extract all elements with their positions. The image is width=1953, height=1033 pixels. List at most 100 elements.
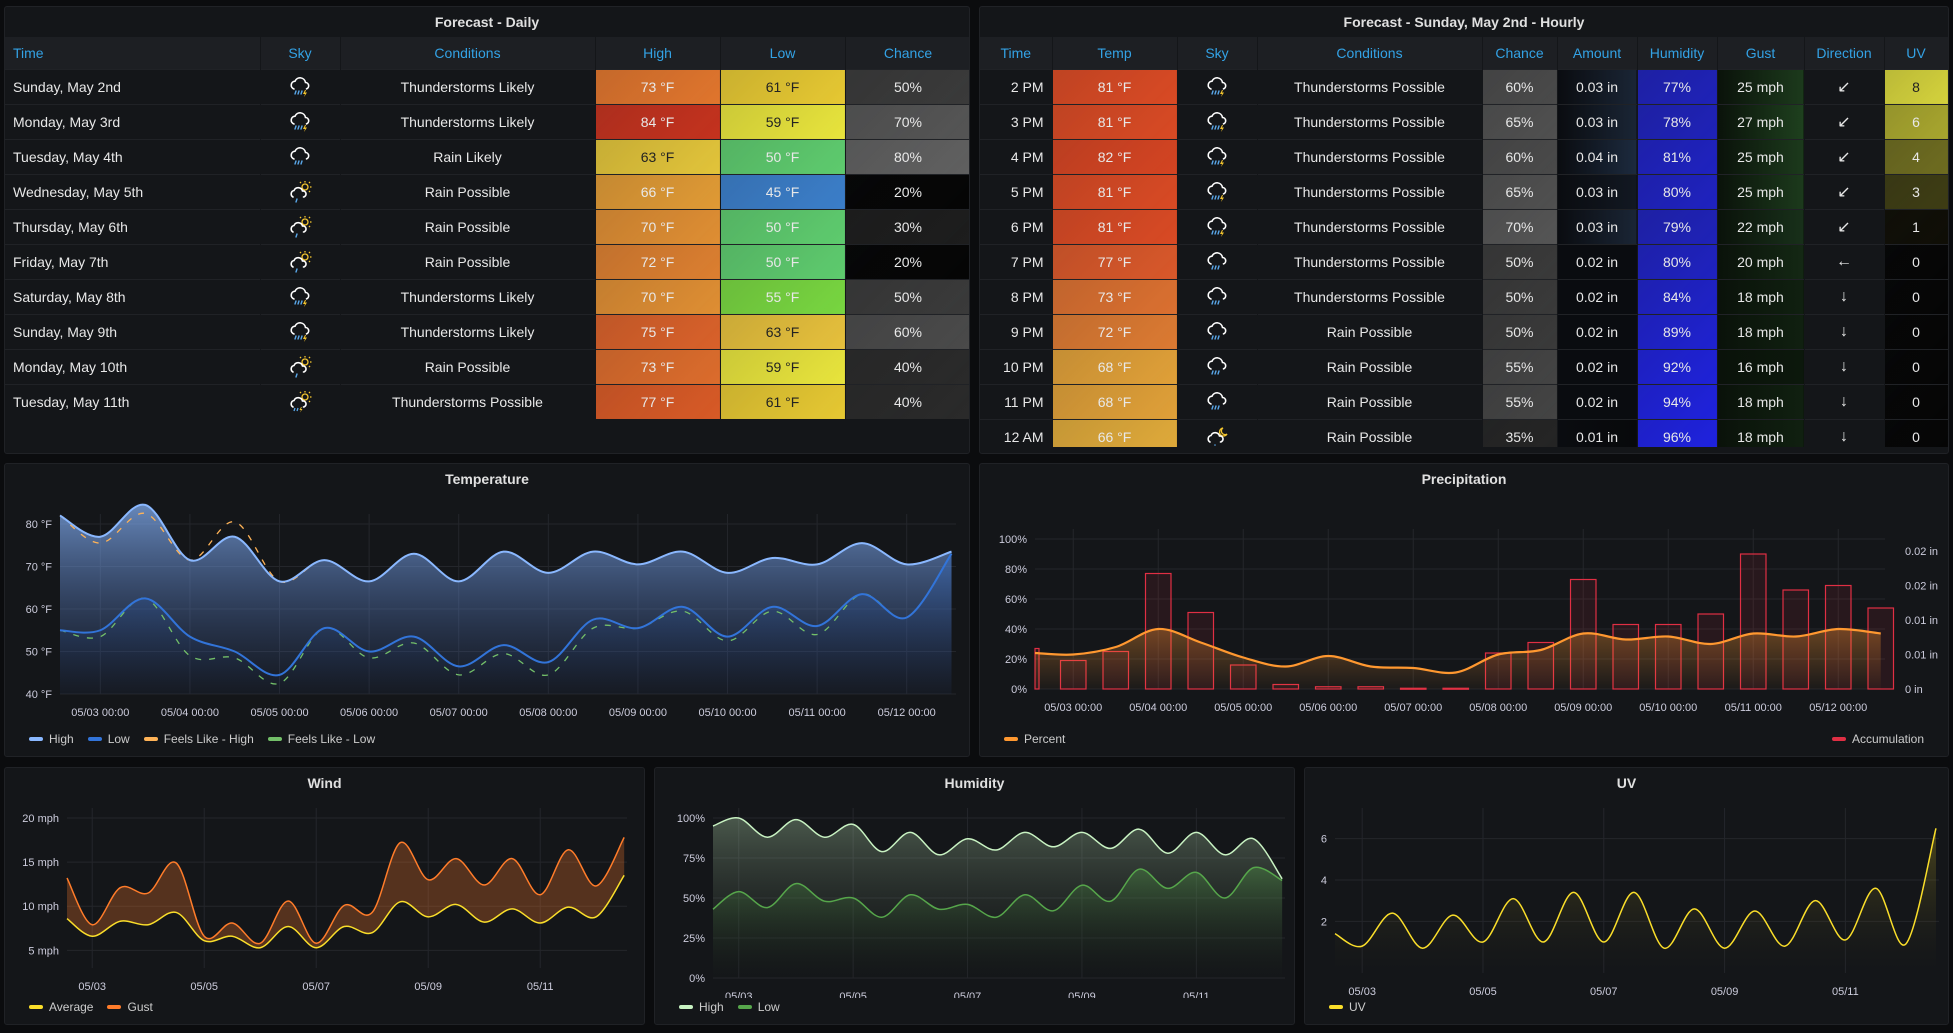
thunderstorm-icon (1177, 173, 1258, 209)
uv-chart[interactable]: 2 4 6 05/03 05/05 05/07 05/09 05/11 (1305, 798, 1949, 998)
table-row: Monday, May 3rd Thunderstorms Likely 84 °F… (5, 103, 969, 139)
high-cell: 72 °F (595, 243, 721, 279)
x-tick-label: 05/05 00:00 (250, 707, 308, 719)
hour-cell: 6 PM (980, 208, 1053, 244)
y-tick-label: 70 °F (26, 562, 53, 574)
humidity-panel: Humidity 0% 25% 50% 75% 100% 05/03 05/05 05/07 0… (654, 767, 1295, 1025)
table-row: Saturday, May 8th Thunderstorms Likely 70 … (5, 278, 969, 314)
temperature-chart[interactable]: 40 °F 50 °F 60 °F 70 °F 80 °F 05/03 00:00 05/0… (5, 494, 970, 724)
chance-cell: 70% (1482, 208, 1558, 244)
hour-cell: 7 PM (980, 243, 1053, 279)
legend-item[interactable]: Feels Like - Low (267, 732, 376, 746)
legend-item[interactable]: High (29, 732, 74, 746)
x-tick-label: 05/04 00:00 (161, 707, 219, 719)
y-tick-label: 100% (677, 813, 705, 825)
hourly-forecast-panel: Forecast - Sunday, May 2nd - Hourly Time… (979, 6, 1949, 454)
x-tick-label: 05/12 00:00 (1809, 702, 1867, 714)
column-header-high[interactable]: High (595, 37, 721, 69)
column-header-time[interactable]: Time (5, 37, 261, 69)
wind-chart[interactable]: 5 mph 10 mph 15 mph 20 mph 05/03 05/05 05/07 05… (5, 798, 645, 998)
column-header-conditions[interactable]: Conditions (340, 37, 596, 69)
series-line-high[interactable] (712, 817, 1283, 880)
legend-item[interactable]: High (679, 1000, 724, 1014)
high-cell: 84 °F (595, 103, 721, 139)
amount-cell: 0.03 in (1557, 103, 1638, 139)
low-cell: 55 °F (720, 278, 846, 314)
temp-cell: 82 °F (1052, 138, 1178, 174)
precipitation-chart[interactable]: 0% 20% 40% 60% 80% 100% 05/03 00:00 05/04 00:00… (980, 494, 1949, 724)
column-header-temp[interactable]: Temp (1052, 37, 1178, 69)
series-line-low[interactable] (712, 866, 1283, 918)
column-header-sky[interactable]: Sky (1177, 37, 1258, 69)
grid (67, 808, 627, 968)
humidity-cell: 92% (1637, 348, 1718, 384)
uv-cell: 0 (1884, 278, 1948, 314)
table-row: Sunday, May 2nd Thunderstorms Likely 73 °F… (5, 68, 969, 104)
column-header-uv[interactable]: UV (1884, 37, 1948, 69)
legend-item[interactable]: UV (1329, 1000, 1366, 1014)
series-line-uv[interactable] (1334, 828, 1937, 949)
humidity-cell: 78% (1637, 103, 1718, 139)
legend-label: Low (107, 732, 130, 746)
series-line-gust[interactable] (66, 837, 625, 945)
x-tick-label: 05/07 00:00 (1384, 702, 1442, 714)
y-right-tick-label: 0.01 in (1905, 650, 1938, 662)
series-line-low[interactable] (59, 553, 953, 677)
series-line-average[interactable] (66, 874, 625, 949)
low-cell: 59 °F (720, 348, 846, 384)
legend-label: Feels Like - High (163, 732, 254, 746)
x-tick-label: 05/05 (839, 991, 867, 998)
day-cell: Friday, May 7th (5, 243, 261, 279)
column-header-direction[interactable]: Direction (1804, 37, 1885, 69)
temp-cell: 81 °F (1052, 208, 1178, 244)
conditions-cell: Rain Possible (1257, 418, 1483, 447)
legend-item[interactable]: Average (29, 1000, 93, 1014)
y-tick-label: 20% (1005, 654, 1027, 666)
table-row: Thursday, May 6th Rain Possible 70 °F 50 °F… (5, 208, 969, 244)
legend-item[interactable]: Accumulation (1831, 732, 1924, 746)
humidity-chart[interactable]: 0% 25% 50% 75% 100% 05/03 05/05 05/07 05/09 05/11 (655, 798, 1295, 998)
conditions-cell: Rain Possible (1257, 383, 1483, 419)
column-header-amount[interactable]: Amount (1557, 37, 1638, 69)
precipitation-legend-percent: Percent (1004, 732, 1065, 746)
conditions-cell: Thunderstorms Possible (1257, 278, 1483, 314)
legend-item[interactable]: Percent (1004, 732, 1065, 746)
column-header-humidity[interactable]: Humidity (1637, 37, 1718, 69)
temp-cell: 66 °F (1052, 418, 1178, 447)
column-header-chance[interactable]: Chance (1482, 37, 1558, 69)
x-tick-label: 05/03 (725, 991, 753, 998)
x-tick-label: 05/10 00:00 (1639, 702, 1697, 714)
column-header-chance[interactable]: Chance (845, 37, 969, 69)
wind-legend: Average Gust (29, 1000, 153, 1014)
table-row: Tuesday, May 11th Thunderstorms Possible 7… (5, 383, 969, 419)
x-tick-label: 05/07 (954, 991, 982, 998)
legend-label: Feels Like - Low (287, 732, 376, 746)
wind-direction-arrow-icon: ↙ (1804, 208, 1885, 244)
column-header-sky[interactable]: Sky (260, 37, 341, 69)
uv-panel: UV 2 4 6 05/03 05/05 05/07 05/09 05/11 UV (1304, 767, 1949, 1025)
x-tick-label: 05/07 (302, 981, 330, 993)
uv-cell: 0 (1884, 313, 1948, 349)
x-tick-label: 05/11 00:00 (788, 707, 845, 719)
legend-item[interactable]: Low (737, 1000, 780, 1014)
amount-cell: 0.02 in (1557, 278, 1638, 314)
table-row: Monday, May 10th Rain Possible 73 °F 59 °F 4… (5, 348, 969, 384)
series-line-percent[interactable] (1034, 627, 1881, 675)
column-header-low[interactable]: Low (720, 37, 846, 69)
chance-cell: 50% (845, 68, 969, 104)
legend-item[interactable]: Gust (107, 1000, 153, 1014)
x-tick-label: 05/03 00:00 (71, 707, 129, 719)
low-cell: 45 °F (720, 173, 846, 209)
uv-cell: 0 (1884, 348, 1948, 384)
conditions-cell: Thunderstorms Likely (340, 68, 596, 104)
column-header-conditions[interactable]: Conditions (1257, 37, 1483, 69)
legend-item[interactable]: Feels Like - High (143, 732, 254, 746)
wind-direction-arrow-icon: ↓ (1804, 418, 1885, 447)
column-header-gust[interactable]: Gust (1717, 37, 1805, 69)
series-line-high[interactable] (59, 503, 952, 583)
temp-cell: 81 °F (1052, 173, 1178, 209)
legend-swatch (1831, 737, 1846, 741)
column-header-time[interactable]: Time (980, 37, 1053, 69)
legend-item[interactable]: Low (87, 732, 130, 746)
series-line-feels-like-low[interactable] (59, 553, 953, 685)
